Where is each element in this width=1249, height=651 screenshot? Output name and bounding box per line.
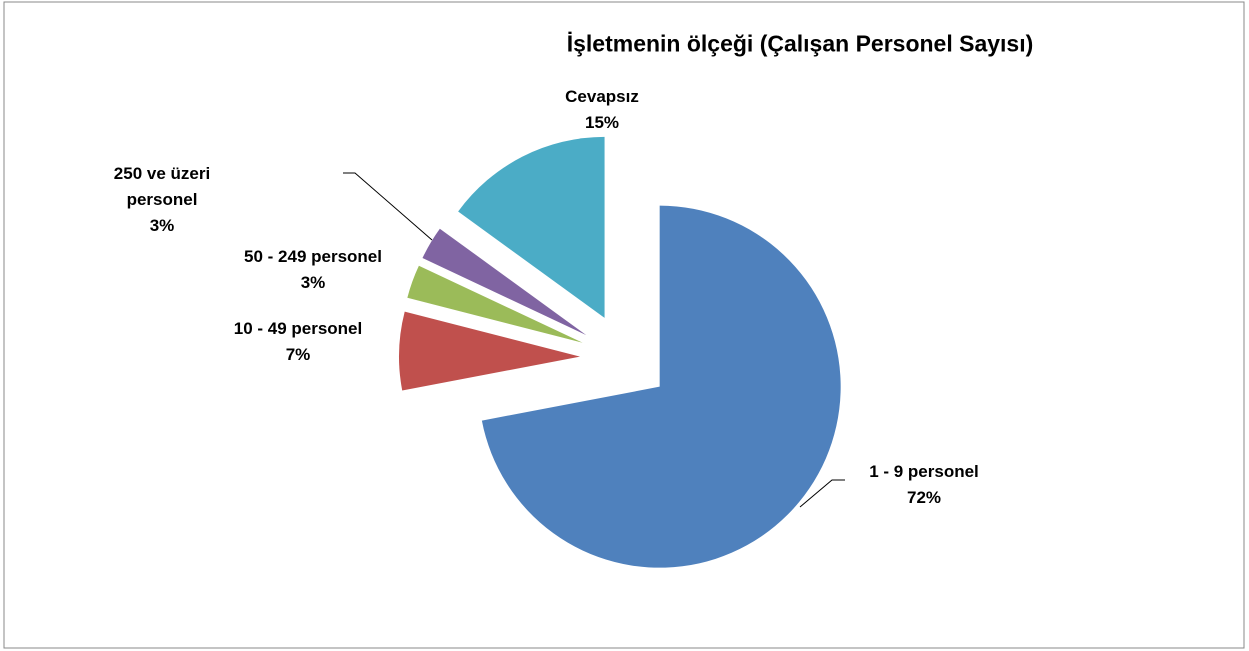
category-label: 1 - 9 personel <box>869 462 979 481</box>
data-label: 1 - 9 personel 72% <box>824 459 1024 511</box>
category-label: Cevapsız <box>565 87 639 106</box>
leader-line <box>343 172 433 241</box>
chart-border <box>3 1 1245 649</box>
value-label: 3% <box>149 216 175 235</box>
data-label: 250 ve üzeri personel 3% <box>92 161 232 239</box>
pie-slice <box>481 205 841 568</box>
data-label: 10 - 49 personel 7% <box>198 316 398 368</box>
value-label: 15% <box>584 113 620 132</box>
category-label: 50 - 249 personel <box>244 247 382 266</box>
value-label: 72% <box>906 488 942 507</box>
data-label: 50 - 249 personel 3% <box>203 244 423 296</box>
pie-slice <box>407 265 583 343</box>
category-label: 10 - 49 personel <box>233 319 363 338</box>
value-label: 7% <box>285 345 311 364</box>
data-label: Cevapsız 15% <box>522 84 682 136</box>
chart-title: İşletmenin ölçeği (Çalışan Personel Sayı… <box>566 30 1034 57</box>
category-label: 250 ve üzeri personel <box>113 164 211 209</box>
pie-slice <box>422 228 587 336</box>
leader-line <box>799 479 845 508</box>
pie-slice <box>399 311 581 391</box>
pie-slice <box>458 136 605 318</box>
value-label: 3% <box>300 273 326 292</box>
